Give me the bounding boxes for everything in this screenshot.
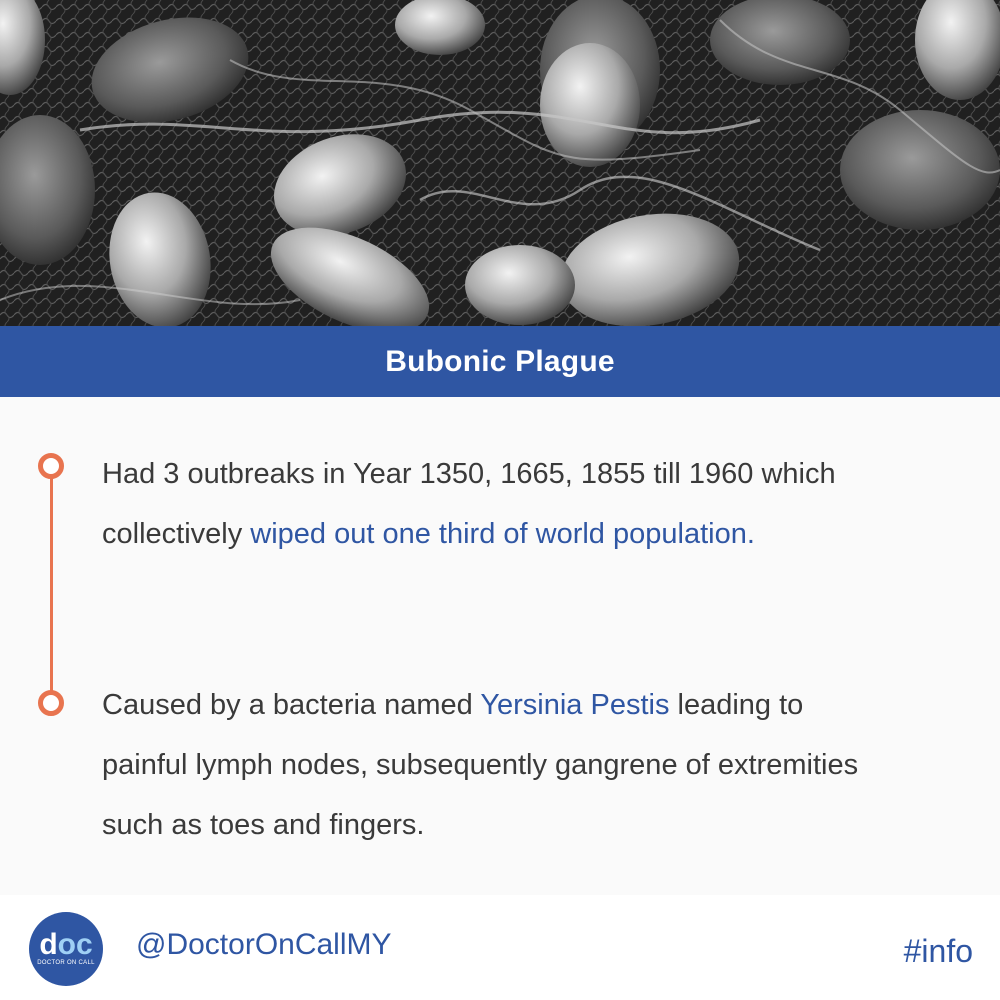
logo-mark: doc	[39, 928, 93, 961]
point-outbreaks: Had 3 outbreaks in Year 1350, 1665, 1855…	[102, 444, 892, 564]
logo-subtext: DOCTOR ON CALL	[37, 960, 95, 966]
point-outbreaks-text: Had 3 outbreaks in Year 1350, 1665, 1855…	[102, 458, 836, 550]
footer: doc DOCTOR ON CALL @DoctorOnCallMY #info	[0, 895, 1000, 1000]
point-cause-text-after: leading to painful lymph nodes, subseque…	[102, 689, 859, 841]
point-cause-highlight: Yersinia Pestis	[480, 689, 670, 721]
social-handle: @DoctorOnCallMY	[136, 928, 392, 961]
bacteria-micrograph-image	[0, 0, 1000, 326]
point-cause-text: Caused by a bacteria named	[102, 689, 481, 721]
timeline-dot-2	[38, 690, 64, 716]
timeline-dot-1	[38, 453, 64, 479]
hashtag: #info	[903, 933, 973, 969]
title-bar: Bubonic Plague	[0, 326, 1000, 397]
hero-image	[0, 0, 1000, 326]
info-content: Had 3 outbreaks in Year 1350, 1665, 1855…	[0, 397, 1000, 895]
point-outbreaks-highlight: wiped out one third of world population.	[250, 518, 755, 550]
page-title: Bubonic Plague	[385, 344, 615, 378]
timeline-line	[50, 476, 53, 699]
point-cause: Caused by a bacteria named Yersinia Pest…	[102, 675, 892, 855]
doctoroncall-logo: doc DOCTOR ON CALL	[29, 912, 103, 986]
